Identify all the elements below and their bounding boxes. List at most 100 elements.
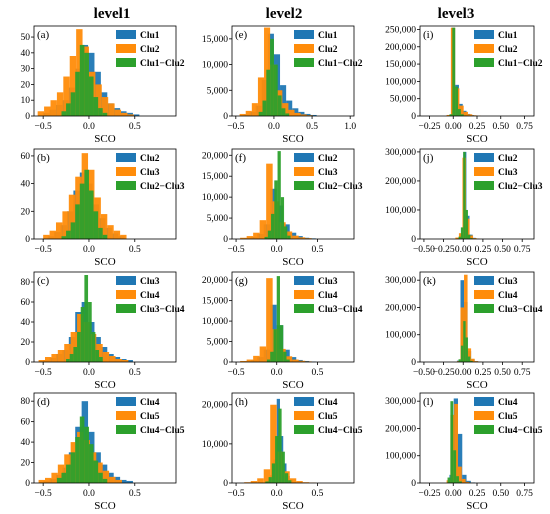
bar-i-2-3: [458, 109, 461, 116]
panel-h: −0.5 0.0 0.5 0 10,000 20,000 SCO (h) Clu4 Clu5 Clu…: [202, 392, 363, 512]
bar-g-1-1: [246, 359, 254, 362]
bar-b-2-8: [98, 227, 103, 239]
ytick-label-i-5: 250,000: [385, 25, 416, 35]
bar-d-2-8: [93, 460, 99, 483]
bar-d-2-2: [66, 464, 71, 483]
bar-k-2-2: [463, 321, 466, 362]
bar-k-1-5: [474, 361, 479, 362]
bar-k-1-3: [467, 348, 472, 362]
bar-h-1-7: [289, 478, 297, 483]
xlabel-e: SCO: [282, 133, 303, 145]
bar-b-2-9: [102, 234, 108, 239]
xtick-label-f-1: 0.0: [271, 245, 283, 255]
bar-j-1-4: [469, 235, 474, 239]
xtick-label-l-0: −0.25: [419, 489, 441, 499]
bars-c: [38, 275, 133, 362]
ytick-label-a-1: 10: [21, 96, 31, 106]
bar-j-1-0: [455, 237, 459, 239]
xtick-label-g-2: 0.5: [311, 368, 323, 378]
legend-label-d-0: Clu4: [140, 398, 160, 408]
legend-swatch-j-1: [474, 167, 494, 176]
bar-f-1-7: [285, 231, 293, 239]
legend-label-c-2: Clu3−Clu4: [140, 305, 185, 315]
ytick-label-g-3: 15,000: [202, 297, 228, 307]
legend-swatch-f-0: [294, 153, 314, 162]
bar-f-1-10: [305, 238, 312, 239]
bar-e-2-6: [281, 108, 286, 116]
bar-k-1-2: [464, 274, 468, 362]
xtick-label-e-0: −0.5: [227, 122, 244, 132]
ytick-label-l-3: 300,000: [385, 397, 416, 407]
bar-a-1-4: [63, 76, 70, 116]
xlabel-c: SCO: [94, 379, 115, 391]
bar-i-1-3: [459, 105, 464, 116]
bar-e-0-8: [292, 108, 299, 116]
legend-label-i-1: Clu2: [498, 45, 518, 55]
bar-c-1-2: [51, 354, 58, 362]
xlabel-j: SCO: [466, 256, 487, 268]
xtick-label-i-3: 0.50: [492, 122, 509, 132]
xtick-label-c-0: −0.5: [35, 368, 52, 378]
ytick-label-h-1: 10,000: [202, 440, 228, 450]
bar-b-2-5: [84, 169, 89, 239]
panel-a: −0.5 0.0 0.5 0 10 20 30 40 50 SCO (a) Clu1 Clu2 Clu1−…: [21, 25, 185, 145]
xlabel-g: SCO: [282, 379, 303, 391]
frame-d: [33, 392, 177, 484]
bar-l-0-2: [458, 433, 463, 483]
ytick-label-h-2: 20,000: [202, 401, 228, 411]
ytick-label-j-3: 300,000: [385, 148, 416, 158]
panel-label-a: (a): [37, 29, 50, 41]
bar-b-1-12: [120, 234, 127, 239]
xtick-label-i-1: 0.00: [445, 122, 462, 132]
ytick-label-j-1: 100,000: [385, 206, 416, 216]
ytick-label-b-0: 0: [25, 235, 30, 245]
bar-c-1-11: [109, 356, 116, 362]
bar-c-1-9: [96, 344, 103, 362]
panel-c: −0.5 0.0 0.5 0 20 40 60 80 SCO (c) Clu3 Clu4 Clu3−Cl…: [21, 271, 185, 391]
bar-l-1-4: [461, 478, 466, 483]
ytick-label-j-0: 0: [411, 235, 416, 245]
legend-swatch-c-2: [116, 304, 136, 313]
legend-label-h-0: Clu4: [318, 398, 338, 408]
ytick-label-i-0: 0: [411, 112, 416, 122]
bar-h-2-1: [268, 477, 272, 483]
bar-e-0-6: [280, 85, 287, 116]
bar-f-1-8: [292, 235, 299, 239]
bar-i-2-4: [460, 114, 464, 116]
legend-swatch-j-0: [474, 153, 494, 162]
legend-label-a-1: Clu2: [140, 45, 160, 55]
legend-label-d-1: Clu5: [140, 412, 160, 422]
bar-j-1-5: [473, 238, 477, 239]
bar-h-1-4: [270, 404, 277, 483]
panel-label-d: (d): [37, 396, 50, 408]
legend-swatch-i-1: [474, 44, 494, 53]
bar-h-1-1: [250, 481, 258, 483]
bar-b-1-1: [49, 230, 56, 239]
bar-k-2-0: [458, 359, 461, 362]
bar-k-1-1: [460, 307, 465, 362]
ytick-label-i-4: 200,000: [385, 43, 416, 53]
bar-f-2-3: [274, 180, 278, 239]
bar-f-1-4: [266, 163, 273, 239]
bar-a-1-13: [121, 112, 128, 116]
ytick-label-b-2: 40: [21, 180, 31, 190]
xtick-label-a-0: −0.5: [35, 122, 52, 132]
bar-k-2-5: [470, 360, 473, 362]
bar-h-2-6: [284, 473, 289, 483]
bar-b-1-9: [100, 214, 108, 239]
bar-f-1-0: [240, 237, 247, 239]
legend-swatch-f-2: [294, 181, 314, 190]
legend-swatch-a-0: [116, 30, 136, 39]
ytick-label-f-1: 5,000: [207, 214, 229, 224]
bar-a-2-0: [61, 111, 67, 116]
bars-a: [37, 29, 140, 116]
bar-d-2-10: [102, 478, 108, 483]
bar-d-2-3: [70, 452, 76, 483]
bar-e-1-3: [257, 77, 265, 116]
xtick-label-c-1: 0.0: [83, 368, 95, 378]
ytick-label-f-0: 0: [223, 235, 228, 245]
xtick-label-j-3: 0.25: [475, 245, 492, 255]
bar-l-1-5: [465, 481, 470, 483]
